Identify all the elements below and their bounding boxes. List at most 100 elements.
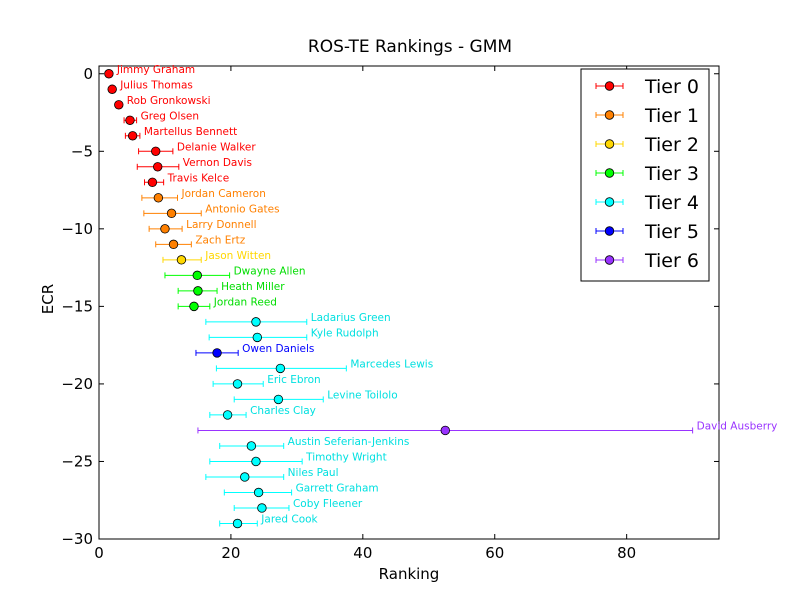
data-point-group: Greg Olsen: [123, 110, 199, 125]
data-point: [251, 456, 261, 467]
data-point-group: Jordan Cameron: [141, 188, 266, 203]
data-point: [127, 131, 138, 141]
y-axis-label: ECR: [39, 284, 57, 314]
data-label: Heath Miller: [221, 281, 285, 293]
data-point: [246, 441, 257, 451]
data-point: [151, 146, 161, 156]
data-point: [240, 472, 250, 482]
y-tick-label: −10: [61, 220, 93, 238]
data-label: Niles Paul: [288, 467, 339, 479]
data-label: Levine Toilolo: [327, 389, 397, 401]
data-label: Charles Clay: [250, 405, 316, 417]
data-point: [125, 115, 135, 125]
legend-label: Tier 3: [644, 163, 699, 185]
data-point-group: Marcedes Lewis: [215, 358, 433, 374]
data-point: [114, 100, 124, 110]
legend-label: Tier 5: [644, 221, 699, 243]
data-point-group: Heath Miller: [177, 281, 285, 296]
legend-marker: [604, 168, 615, 178]
y-tick-label: −25: [61, 452, 93, 470]
data-point-group: Dwayne Allen: [164, 265, 306, 281]
x-tick-label: 40: [353, 544, 372, 562]
legend-marker: [604, 226, 615, 236]
legend-marker: [604, 110, 615, 120]
data-label: Jordan Cameron: [180, 188, 265, 200]
data-point-group: Delanie Walker: [138, 141, 256, 156]
data-point-group: Jimmy Graham: [104, 64, 195, 79]
data-label: Dwayne Allen: [234, 265, 306, 277]
data-label: Garrett Graham: [296, 482, 379, 494]
legend-entry: Tier 2: [595, 134, 699, 156]
data-point-group: Charles Clay: [209, 405, 316, 420]
data-label: Antonio Gates: [205, 203, 279, 215]
data-label: Greg Olsen: [141, 110, 199, 122]
x-tick-label: 60: [485, 544, 504, 562]
data-point: [232, 379, 243, 389]
y-tick-label: −5: [71, 142, 93, 160]
x-tick-label: 80: [617, 544, 636, 562]
data-point: [193, 286, 203, 296]
data-label: Kyle Rudolph: [311, 327, 379, 339]
data-point-group: Eric Ebron: [212, 374, 321, 389]
data-label: Julius Thomas: [119, 79, 193, 91]
data-point-group: Jason Witten: [162, 250, 271, 265]
data-label: Delanie Walker: [177, 141, 256, 153]
data-label: Zach Ertz: [195, 234, 245, 246]
legend-entry: Tier 4: [595, 192, 699, 214]
data-point-group: Jared Cook: [219, 513, 319, 529]
data-point-group: Niles Paul: [205, 467, 339, 482]
data-label: Ladarius Green: [311, 312, 391, 324]
data-point: [253, 487, 264, 498]
x-tick-label: 0: [94, 544, 104, 562]
data-point-group: Rob Gronkowski: [114, 95, 211, 110]
legend-marker: [604, 197, 615, 207]
data-label: Larry Donnell: [186, 219, 256, 231]
x-axis-label: Ranking: [379, 565, 440, 583]
chart-title: ROS-TE Rankings - GMM: [308, 37, 512, 57]
data-point-group: Coby Fleener: [233, 498, 363, 513]
data-label: Coby Fleener: [293, 498, 363, 510]
data-point-group: Kyle Rudolph: [208, 327, 379, 343]
data-point: [275, 363, 286, 374]
legend-label: Tier 2: [644, 134, 699, 156]
x-tick-label: 20: [221, 544, 240, 562]
data-point: [232, 518, 243, 529]
data-point-group: Ladarius Green: [205, 312, 391, 327]
data-label: Travis Kelce: [167, 172, 230, 184]
data-point: [166, 208, 177, 219]
data-point: [257, 503, 267, 513]
data-label: Jason Witten: [204, 250, 271, 262]
data-label: Jordan Reed: [213, 296, 277, 308]
data-label: Jared Cook: [260, 513, 318, 525]
data-point-group: Travis Kelce: [144, 172, 230, 188]
data-point: [147, 177, 158, 188]
legend-entry: Tier 3: [595, 163, 699, 185]
data-point: [252, 332, 262, 343]
data-point: [251, 317, 261, 327]
plot-area: 0 20 40 60 80 0 −5 −10 −15 −20 −25 −30 Jimmy Graham J…: [61, 64, 777, 562]
data-point-group: Levine Toilolo: [233, 389, 398, 405]
data-point: [176, 255, 187, 265]
data-label: Vernon Davis: [183, 157, 252, 169]
legend-marker: [604, 255, 615, 265]
data-point: [440, 425, 450, 436]
y-tick-label: −20: [61, 375, 93, 393]
data-point: [168, 239, 179, 250]
data-label: Rob Gronkowski: [127, 95, 211, 107]
legend-label: Tier 1: [644, 105, 699, 127]
data-point-group: Julius Thomas: [107, 79, 193, 94]
data-point-group: Zach Ertz: [155, 234, 246, 250]
legend-label: Tier 6: [644, 250, 699, 272]
data-point: [212, 348, 222, 358]
legend-box: [580, 68, 710, 282]
axes-frame: [98, 65, 720, 540]
data-label: Timothy Wright: [305, 451, 387, 463]
data-label: Jimmy Graham: [116, 64, 195, 76]
data-point-group: Austin Seferian-Jenkins: [219, 436, 409, 451]
data-label: Martellus Bennett: [144, 126, 237, 138]
legend-entry: Tier 6: [595, 250, 699, 272]
data-label: Marcedes Lewis: [350, 358, 433, 370]
y-tick-label: −15: [61, 297, 93, 315]
